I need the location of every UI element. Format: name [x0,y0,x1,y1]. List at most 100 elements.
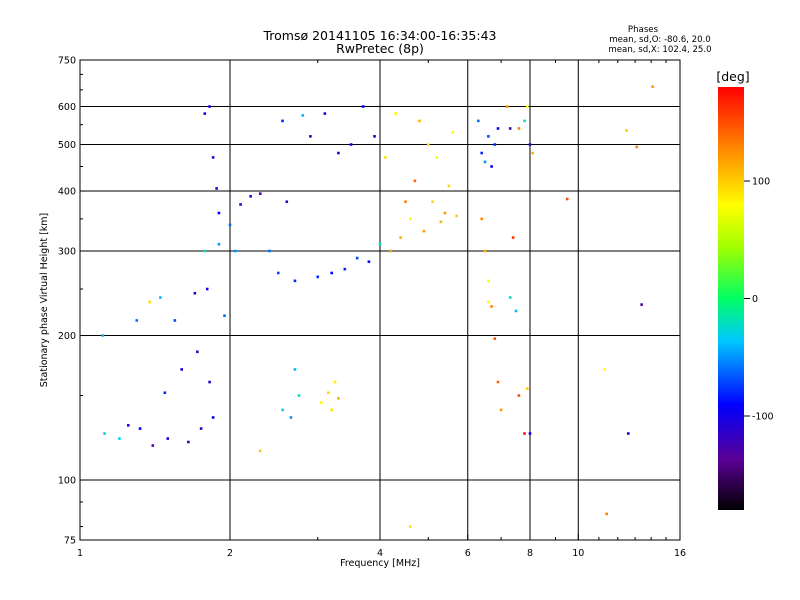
data-point [327,391,330,395]
chart-titles: Tromsø 20141105 16:34:00-16:35:43 RwPret… [262,28,496,56]
colorbar-tick-label: 100 [752,177,770,188]
data-point [496,380,500,384]
data-point [451,131,455,134]
data-point [508,296,512,299]
y-tick-label: 200 [58,331,76,342]
data-point [493,337,497,340]
data-point [276,271,280,275]
data-point [187,440,190,444]
data-point [163,391,167,395]
series-x-mode-high [477,105,534,168]
series-f-region-trace [203,105,458,283]
colorbar: [deg] 100 0 -100 [716,69,774,510]
data-point [483,249,487,253]
data-point [418,119,421,123]
data-point [514,309,518,313]
data-point [159,296,162,299]
series-sparse [408,85,654,528]
data-point [101,334,104,337]
chart-subtitle: RwPretec (8p) [336,41,424,56]
x-tick-label: 10 [572,548,584,559]
data-point [523,119,526,123]
data-point [281,119,284,123]
data-point [196,350,199,354]
data-point [413,179,417,183]
data-point [126,424,130,427]
data-point [399,236,402,239]
y-tick-label: 100 [58,476,76,487]
data-point [234,249,237,253]
data-point [525,387,529,390]
colorbar-tick-label: -100 [752,412,774,423]
data-point [480,151,484,155]
data-point [394,112,397,115]
data-points [101,85,654,528]
data-point [217,242,221,246]
data-point [297,394,301,397]
y-axis-label: Stationary phase Virtual Height [km] [39,213,50,387]
series-left-stack [101,242,226,447]
colorbar-gradient [718,87,744,510]
x-tick-label: 8 [527,548,533,559]
phase-stats: Phases mean, sd,O: -80.6, 20.0 mean, sd,… [608,25,711,55]
data-point [525,105,529,108]
stats-line-o: mean, sd,O: -80.6, 20.0 [609,35,711,45]
data-point [285,200,289,204]
data-point [439,220,443,224]
data-point [378,242,382,246]
x-tick-label: 2 [227,548,233,559]
stats-line-x: mean, sd,X: 102.4, 25.0 [608,45,711,55]
data-point [215,187,218,190]
y-tick-label: 300 [58,247,76,258]
data-point [330,271,334,275]
data-point [208,105,211,108]
colorbar-ticks: 100 0 -100 [744,177,774,423]
data-point [349,143,353,146]
data-point [435,156,439,159]
data-point [627,432,630,435]
data-point [343,267,347,271]
data-point [565,197,569,201]
data-point [523,432,526,435]
data-point [373,135,376,138]
data-point [651,85,654,88]
data-point [333,380,337,384]
data-point [316,275,320,279]
data-point [268,249,271,253]
data-point [422,229,426,233]
data-point [528,143,532,146]
data-point [320,401,323,404]
data-point [361,105,365,108]
data-point [249,195,252,198]
data-point [487,135,490,138]
data-point [239,203,242,206]
data-point [208,380,211,384]
data-point [258,192,262,195]
stats-heading: Phases [628,25,659,35]
data-point [511,236,515,239]
data-point [289,416,293,419]
data-point [426,143,430,146]
data-point [258,449,262,453]
colorbar-label: [deg] [716,69,749,84]
data-point [205,287,209,291]
data-point [337,397,340,400]
data-point [483,160,487,164]
data-point [389,249,392,253]
data-point [203,249,207,253]
data-point [431,200,434,204]
data-point [330,408,334,412]
x-tick-label: 1 [77,548,83,559]
y-tick-label: 500 [58,140,76,151]
data-point [635,145,639,149]
data-point [135,319,139,322]
data-point [138,427,142,430]
data-point [293,368,297,371]
data-point [203,112,207,115]
data-point [505,105,509,108]
data-point [367,260,371,264]
data-point [211,416,215,419]
data-point [293,279,297,283]
data-point [148,300,152,304]
